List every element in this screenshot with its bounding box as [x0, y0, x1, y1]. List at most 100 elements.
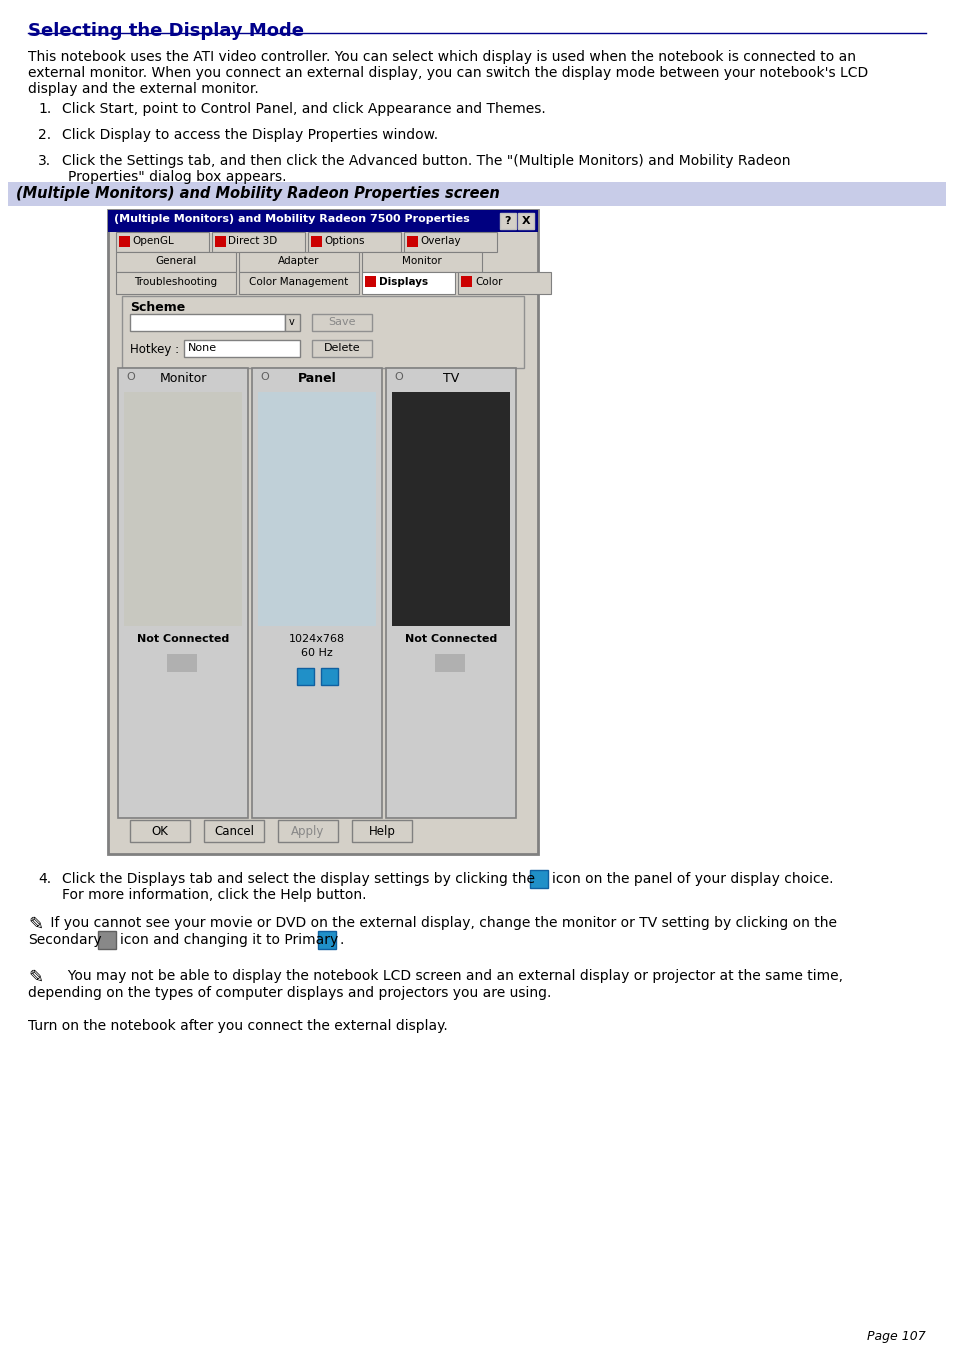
Text: 1.: 1.	[38, 101, 51, 116]
Text: Turn on the notebook after you connect the external display.: Turn on the notebook after you connect t…	[28, 1019, 447, 1034]
FancyBboxPatch shape	[167, 654, 196, 671]
Text: OK: OK	[152, 825, 169, 838]
Text: 3.: 3.	[38, 154, 51, 168]
Text: Direct 3D: Direct 3D	[228, 236, 277, 246]
Text: Delete: Delete	[323, 343, 360, 353]
Text: Color: Color	[475, 277, 502, 286]
FancyBboxPatch shape	[277, 820, 337, 842]
Text: Secondary: Secondary	[28, 934, 102, 947]
Text: (Multiple Monitors) and Mobility Radeon 7500 Properties: (Multiple Monitors) and Mobility Radeon …	[113, 213, 469, 224]
Text: Overlay: Overlay	[419, 236, 460, 246]
FancyBboxPatch shape	[435, 654, 464, 671]
FancyBboxPatch shape	[116, 272, 235, 295]
Text: Adapter: Adapter	[278, 255, 319, 266]
Text: None: None	[188, 343, 217, 353]
FancyBboxPatch shape	[317, 931, 335, 948]
Text: Click the Displays tab and select the display settings by clicking the: Click the Displays tab and select the di…	[62, 871, 535, 886]
Text: (Multiple Monitors) and Mobility Radeon Properties screen: (Multiple Monitors) and Mobility Radeon …	[16, 186, 499, 201]
FancyBboxPatch shape	[457, 272, 551, 295]
Text: Click Start, point to Control Panel, and click Appearance and Themes.: Click Start, point to Control Panel, and…	[62, 101, 545, 116]
Text: You may not be able to display the notebook LCD screen and an external display o: You may not be able to display the noteb…	[46, 969, 842, 984]
FancyBboxPatch shape	[116, 253, 235, 272]
Text: X: X	[521, 216, 530, 226]
Text: Help: Help	[368, 825, 395, 838]
Text: 60 Hz: 60 Hz	[301, 648, 333, 658]
Text: ✎: ✎	[28, 916, 43, 934]
Text: Options: Options	[324, 236, 364, 246]
Text: depending on the types of computer displays and projectors you are using.: depending on the types of computer displ…	[28, 986, 551, 1000]
FancyBboxPatch shape	[122, 296, 523, 367]
FancyBboxPatch shape	[119, 236, 130, 247]
Text: Selecting the Display Mode: Selecting the Display Mode	[28, 22, 304, 41]
Text: O: O	[260, 372, 269, 382]
Text: Monitor: Monitor	[402, 255, 441, 266]
Text: If you cannot see your movie or DVD on the external display, change the monitor : If you cannot see your movie or DVD on t…	[46, 916, 836, 929]
FancyBboxPatch shape	[361, 253, 481, 272]
FancyBboxPatch shape	[403, 232, 497, 253]
FancyBboxPatch shape	[311, 236, 322, 247]
FancyBboxPatch shape	[365, 276, 375, 286]
Text: O: O	[394, 372, 402, 382]
Text: General: General	[155, 255, 196, 266]
FancyBboxPatch shape	[296, 667, 314, 685]
FancyBboxPatch shape	[239, 253, 358, 272]
FancyBboxPatch shape	[517, 213, 534, 230]
Text: Not Connected: Not Connected	[404, 634, 497, 644]
Text: v: v	[289, 317, 294, 327]
FancyBboxPatch shape	[308, 232, 400, 253]
Text: This notebook uses the ATI video controller. You can select which display is use: This notebook uses the ATI video control…	[28, 50, 855, 63]
FancyBboxPatch shape	[184, 340, 299, 357]
Text: .: .	[339, 934, 344, 947]
Text: Click the Settings tab, and then click the Advanced button. The "(Multiple Monit: Click the Settings tab, and then click t…	[62, 154, 790, 168]
Text: TV: TV	[442, 372, 458, 385]
FancyBboxPatch shape	[214, 236, 226, 247]
Text: ✎: ✎	[28, 969, 43, 988]
FancyBboxPatch shape	[98, 931, 116, 948]
FancyBboxPatch shape	[312, 340, 372, 357]
FancyBboxPatch shape	[118, 367, 248, 817]
FancyBboxPatch shape	[460, 276, 472, 286]
Text: icon and changing it to Primary: icon and changing it to Primary	[120, 934, 338, 947]
FancyBboxPatch shape	[239, 272, 358, 295]
Text: Monitor: Monitor	[159, 372, 207, 385]
FancyBboxPatch shape	[124, 392, 242, 626]
Text: Displays: Displays	[378, 277, 428, 286]
FancyBboxPatch shape	[407, 236, 417, 247]
Text: Color Management: Color Management	[249, 277, 348, 286]
Text: 4.: 4.	[38, 871, 51, 886]
FancyBboxPatch shape	[204, 820, 264, 842]
FancyBboxPatch shape	[108, 209, 537, 232]
Text: OpenGL: OpenGL	[132, 236, 173, 246]
FancyBboxPatch shape	[392, 392, 510, 626]
FancyBboxPatch shape	[116, 232, 209, 253]
FancyBboxPatch shape	[352, 820, 412, 842]
Text: Not Connected: Not Connected	[136, 634, 229, 644]
Text: icon on the panel of your display choice.: icon on the panel of your display choice…	[552, 871, 833, 886]
FancyBboxPatch shape	[530, 870, 547, 888]
Text: Panel: Panel	[297, 372, 336, 385]
FancyBboxPatch shape	[312, 313, 372, 331]
FancyBboxPatch shape	[320, 667, 337, 685]
FancyBboxPatch shape	[257, 392, 375, 626]
Text: Page 107: Page 107	[866, 1329, 925, 1343]
Text: external monitor. When you connect an external display, you can switch the displ: external monitor. When you connect an ex…	[28, 66, 867, 80]
Text: Apply: Apply	[291, 825, 324, 838]
FancyBboxPatch shape	[252, 367, 381, 817]
Text: display and the external monitor.: display and the external monitor.	[28, 82, 258, 96]
FancyBboxPatch shape	[386, 367, 516, 817]
Text: Save: Save	[328, 317, 355, 327]
Text: 2.: 2.	[38, 128, 51, 142]
FancyBboxPatch shape	[108, 209, 537, 854]
FancyBboxPatch shape	[499, 213, 516, 230]
Text: Troubleshooting: Troubleshooting	[134, 277, 217, 286]
Text: Hotkey :: Hotkey :	[130, 343, 179, 357]
Text: Scheme: Scheme	[130, 301, 185, 313]
Text: ?: ?	[504, 216, 511, 226]
FancyBboxPatch shape	[361, 272, 455, 295]
FancyBboxPatch shape	[212, 232, 305, 253]
FancyBboxPatch shape	[130, 820, 190, 842]
Text: O: O	[126, 372, 134, 382]
FancyBboxPatch shape	[285, 313, 299, 331]
FancyBboxPatch shape	[8, 182, 945, 205]
Text: 1024x768: 1024x768	[289, 634, 345, 644]
